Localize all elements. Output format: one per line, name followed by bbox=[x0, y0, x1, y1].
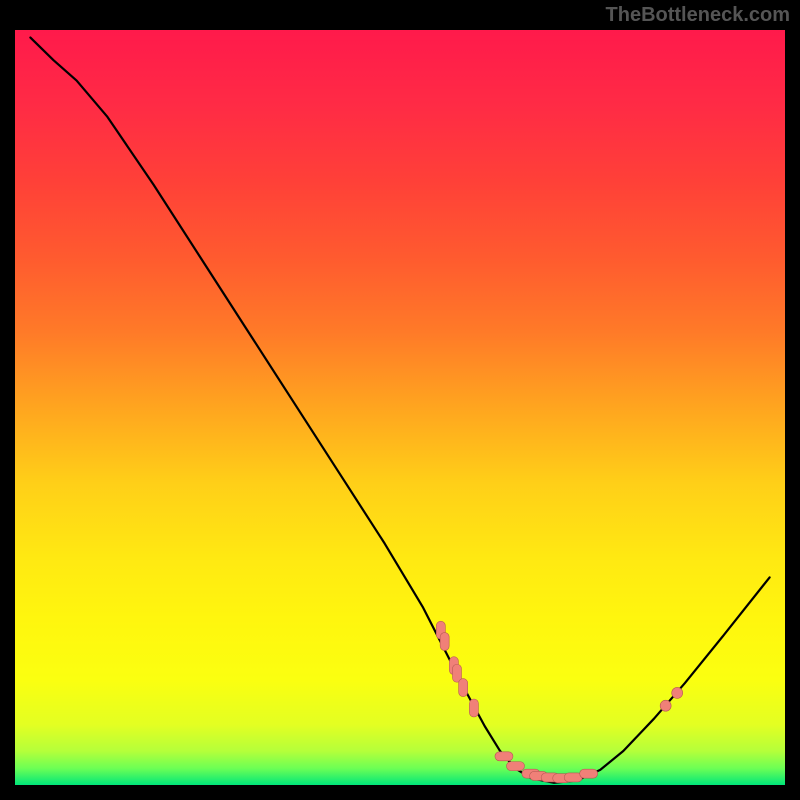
gradient-plot-area bbox=[15, 30, 785, 785]
watermark-text: TheBottleneck.com bbox=[606, 4, 790, 27]
chart-stage: TheBottleneck.com bbox=[0, 0, 800, 800]
